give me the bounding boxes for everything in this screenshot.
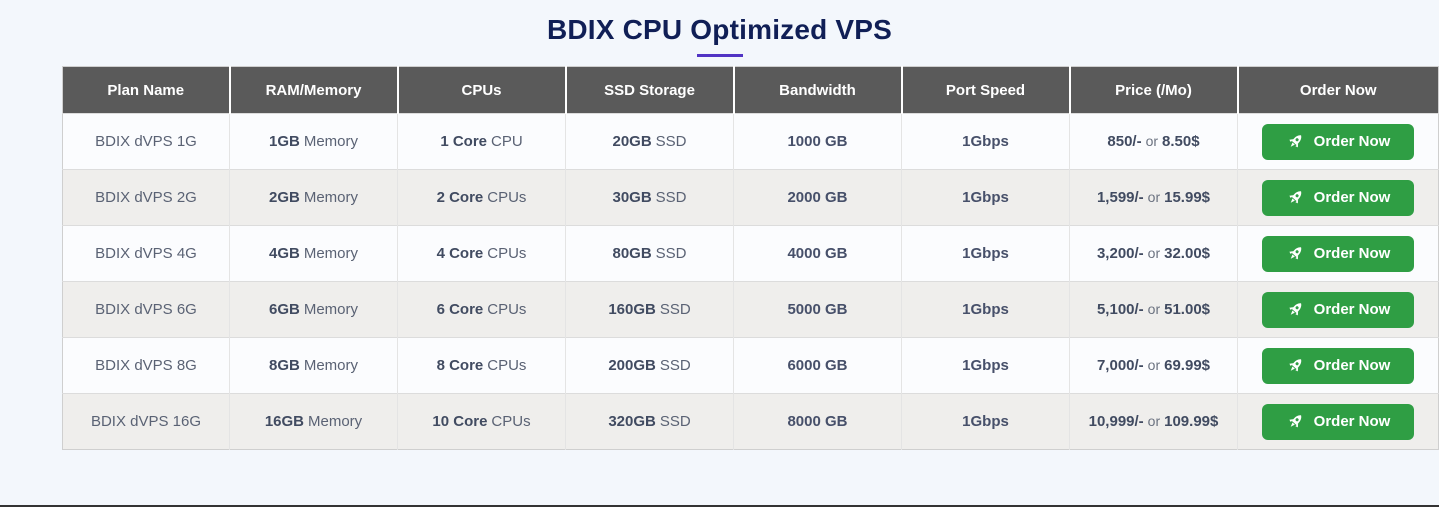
- price-cell: 850/- or 8.50$: [1069, 113, 1238, 170]
- order-now-button[interactable]: Order Now: [1262, 403, 1414, 440]
- bandwidth-cell: 2000 GB: [733, 169, 902, 226]
- column-header-cpus: CPUs: [397, 66, 567, 114]
- table-row: BDIX dVPS 2G 2GB Memory 2 Core CPUs 30GB SS…: [62, 169, 1439, 226]
- table-header: Plan Name RAM/Memory CPUs SSD Storage Ba…: [62, 66, 1439, 114]
- port-speed-cell: 1Gbps: [901, 393, 1070, 450]
- ssd-cell: 20GB SSD: [565, 113, 734, 170]
- cpu-cell: 1 Core CPU: [397, 113, 566, 170]
- order-cell: Order Now: [1237, 225, 1439, 282]
- plan-name-cell: BDIX dVPS 2G: [62, 169, 230, 226]
- order-now-button[interactable]: Order Now: [1262, 291, 1414, 328]
- port-speed-cell: 1Gbps: [901, 113, 1070, 170]
- rocket-icon: [1282, 352, 1309, 379]
- column-header-bandwidth: Bandwidth: [733, 66, 903, 114]
- cpu-cell: 8 Core CPUs: [397, 337, 566, 394]
- port-speed-cell: 1Gbps: [901, 169, 1070, 226]
- column-header-ssd-storage: SSD Storage: [565, 66, 735, 114]
- cpu-cell: 4 Core CPUs: [397, 225, 566, 282]
- rocket-icon: [1282, 296, 1309, 323]
- ram-cell: 6GB Memory: [229, 281, 398, 338]
- bandwidth-cell: 6000 GB: [733, 337, 902, 394]
- cpu-cell: 2 Core CPUs: [397, 169, 566, 226]
- ssd-cell: 320GB SSD: [565, 393, 734, 450]
- bandwidth-cell: 5000 GB: [733, 281, 902, 338]
- cpu-cell: 6 Core CPUs: [397, 281, 566, 338]
- price-cell: 3,200/- or 32.00$: [1069, 225, 1238, 282]
- price-cell: 5,100/- or 51.00$: [1069, 281, 1238, 338]
- table-row: BDIX dVPS 8G 8GB Memory 8 Core CPUs 200GB S…: [62, 337, 1439, 394]
- ram-cell: 8GB Memory: [229, 337, 398, 394]
- ram-cell: 1GB Memory: [229, 113, 398, 170]
- ssd-cell: 160GB SSD: [565, 281, 734, 338]
- plan-name-cell: BDIX dVPS 6G: [62, 281, 230, 338]
- ram-cell: 16GB Memory: [229, 393, 398, 450]
- rocket-icon: [1282, 240, 1309, 267]
- plan-name-cell: BDIX dVPS 4G: [62, 225, 230, 282]
- header-row: Plan Name RAM/Memory CPUs SSD Storage Ba…: [62, 66, 1439, 114]
- title-underline: [696, 54, 743, 57]
- table-row: BDIX dVPS 1G 1GB Memory 1 Core CPU 20GB SSD…: [62, 113, 1439, 170]
- rocket-icon: [1282, 184, 1309, 211]
- column-header-ram-memory: RAM/Memory: [229, 66, 399, 114]
- bandwidth-cell: 4000 GB: [733, 225, 902, 282]
- ram-cell: 2GB Memory: [229, 169, 398, 226]
- column-header-order-now: Order Now: [1237, 66, 1439, 114]
- order-now-label: Order Now: [1313, 133, 1391, 150]
- column-header-port-speed: Port Speed: [901, 66, 1071, 114]
- price-cell: 10,999/- or 109.99$: [1069, 393, 1238, 450]
- column-header-plan-name: Plan Name: [62, 66, 231, 114]
- plan-name-cell: BDIX dVPS 8G: [62, 337, 230, 394]
- order-cell: Order Now: [1237, 113, 1439, 170]
- ssd-cell: 200GB SSD: [565, 337, 734, 394]
- order-now-label: Order Now: [1313, 413, 1391, 430]
- rocket-icon: [1282, 128, 1309, 155]
- order-cell: Order Now: [1237, 393, 1439, 450]
- order-now-label: Order Now: [1313, 301, 1391, 318]
- order-cell: Order Now: [1237, 169, 1439, 226]
- bandwidth-cell: 1000 GB: [733, 113, 902, 170]
- order-now-label: Order Now: [1313, 357, 1391, 374]
- rocket-icon: [1282, 408, 1309, 435]
- table-row: BDIX dVPS 16G 16GB Memory 10 Core CPUs 320…: [62, 393, 1439, 450]
- column-header-price: Price (/Mo): [1069, 66, 1239, 114]
- vps-pricing-table: Plan Name RAM/Memory CPUs SSD Storage Ba…: [62, 66, 1439, 450]
- plan-name-cell: BDIX dVPS 1G: [62, 113, 230, 170]
- table-row: BDIX dVPS 4G 4GB Memory 4 Core CPUs 80GB SS…: [62, 225, 1439, 282]
- order-now-label: Order Now: [1313, 245, 1391, 262]
- price-cell: 7,000/- or 69.99$: [1069, 337, 1238, 394]
- order-now-label: Order Now: [1313, 189, 1391, 206]
- plan-name-cell: BDIX dVPS 16G: [62, 393, 230, 450]
- order-cell: Order Now: [1237, 281, 1439, 338]
- order-now-button[interactable]: Order Now: [1262, 179, 1414, 216]
- table-row: BDIX dVPS 6G 6GB Memory 6 Core CPUs 160GB S…: [62, 281, 1439, 338]
- table-body: BDIX dVPS 1G 1GB Memory 1 Core CPU 20GB SSD…: [62, 113, 1439, 450]
- order-now-button[interactable]: Order Now: [1262, 235, 1414, 272]
- ssd-cell: 30GB SSD: [565, 169, 734, 226]
- bandwidth-cell: 8000 GB: [733, 393, 902, 450]
- ssd-cell: 80GB SSD: [565, 225, 734, 282]
- cpu-cell: 10 Core CPUs: [397, 393, 566, 450]
- port-speed-cell: 1Gbps: [901, 337, 1070, 394]
- order-now-button[interactable]: Order Now: [1262, 347, 1414, 384]
- ram-cell: 4GB Memory: [229, 225, 398, 282]
- order-now-button[interactable]: Order Now: [1262, 123, 1414, 160]
- port-speed-cell: 1Gbps: [901, 281, 1070, 338]
- order-cell: Order Now: [1237, 337, 1439, 394]
- price-cell: 1,599/- or 15.99$: [1069, 169, 1238, 226]
- page-title: BDIX CPU Optimized VPS: [546, 14, 893, 45]
- port-speed-cell: 1Gbps: [901, 225, 1070, 282]
